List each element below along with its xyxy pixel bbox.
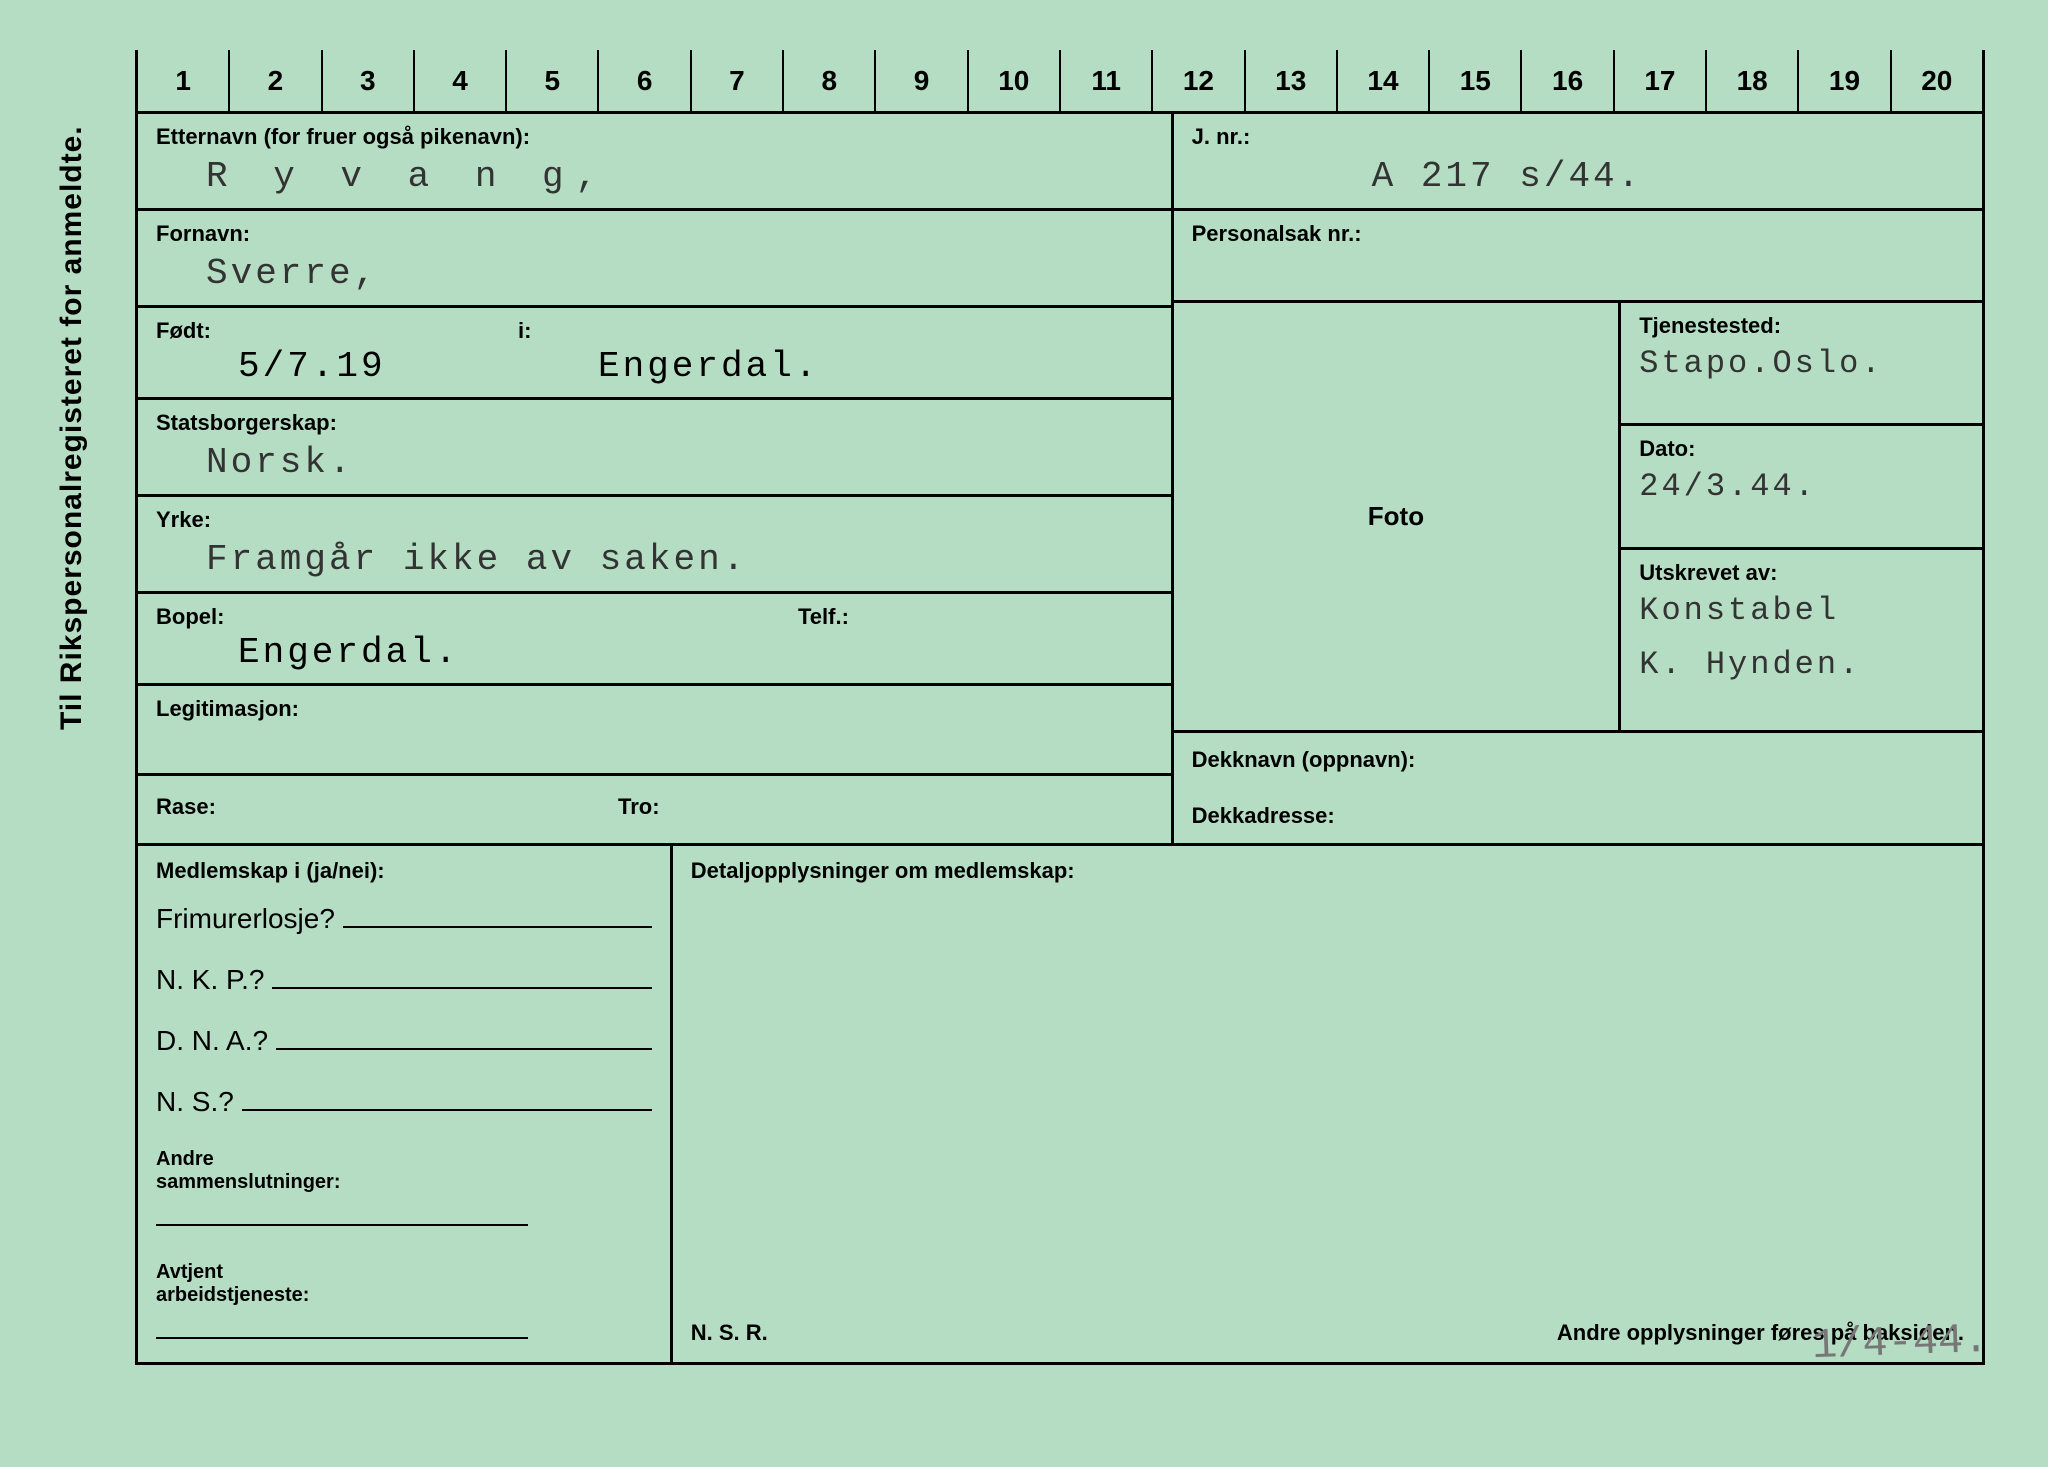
fodt-label: Født:: [156, 318, 211, 344]
handwritten-date: 1/4-44.: [1811, 1316, 1989, 1370]
fill-line: [242, 1085, 652, 1111]
jnr-field: J. nr.: A 217 s/44.: [1174, 114, 1982, 211]
avtjent-label: Avtjent arbeidstjeneste:: [156, 1261, 652, 1307]
ruler-cell: 6: [597, 50, 689, 111]
fodt-field: Født: i: 5/7.19 Engerdal.: [138, 308, 1171, 400]
statsborgerskap-value: Norsk.: [156, 442, 1153, 484]
statsborgerskap-label: Statsborgerskap:: [156, 410, 1153, 436]
medlemskap-label: Medlemskap i (ja/nei):: [156, 858, 652, 884]
ruler-cell: 3: [321, 50, 413, 111]
yrke-field: Yrke: Framgår ikke av saken.: [138, 497, 1171, 594]
andre-samm-label: Andre sammenslutninger:: [156, 1148, 652, 1194]
yrke-label: Yrke:: [156, 507, 1153, 533]
rase-label: Rase:: [156, 794, 216, 820]
ruler-cell: 9: [874, 50, 966, 111]
fornavn-field: Fornavn: Sverre,: [138, 211, 1171, 308]
foto-label: Foto: [1368, 501, 1424, 532]
ns-label: N. S.?: [156, 1086, 234, 1118]
utskrevet-label: Utskrevet av:: [1639, 560, 1964, 586]
ruler-cell: 11: [1059, 50, 1151, 111]
bopel-field: Bopel: Telf.: Engerdal.: [138, 594, 1171, 686]
dekknavn-label: Dekknavn (oppnavn):: [1192, 747, 1964, 773]
fill-line: [156, 1200, 528, 1226]
dekknavn-field: Dekknavn (oppnavn): Dekkadresse:: [1174, 733, 1982, 846]
right-info-stack: Tjenestested: Stapo.Oslo. Dato: 24/3.44.…: [1618, 303, 1982, 733]
ruler-cell: 1: [135, 50, 228, 111]
ruler-cell: 10: [967, 50, 1059, 111]
personalsak-label: Personalsak nr.:: [1192, 221, 1964, 247]
ruler-cell: 12: [1151, 50, 1243, 111]
statsborgerskap-field: Statsborgerskap: Norsk.: [138, 400, 1171, 497]
tro-label: Tro:: [618, 794, 660, 820]
right-column: J. nr.: A 217 s/44. Personalsak nr.: Fot…: [1171, 114, 1982, 846]
fill-line: [276, 1024, 652, 1050]
personalsak-field: Personalsak nr.:: [1174, 211, 1982, 303]
fill-line: [156, 1313, 528, 1339]
ruler-cell: 18: [1705, 50, 1797, 111]
legitimasjon-field: Legitimasjon:: [138, 686, 1171, 776]
membership-line: N. S.?: [156, 1085, 652, 1118]
ruler-cell: 14: [1336, 50, 1428, 111]
nkp-label: N. K. P.?: [156, 964, 264, 996]
etternavn-label: Etternavn (for fruer også pikenavn):: [156, 124, 1153, 150]
membership-line: D. N. A.?: [156, 1024, 652, 1057]
etternavn-field: Etternavn (for fruer også pikenavn): R y…: [138, 114, 1171, 211]
ruler-cell: 17: [1613, 50, 1705, 111]
frimurer-label: Frimurerlosje?: [156, 903, 335, 935]
ruler-cell: 15: [1428, 50, 1520, 111]
legitimasjon-label: Legitimasjon:: [156, 696, 1153, 722]
left-column: Etternavn (for fruer også pikenavn): R y…: [138, 114, 1171, 846]
utskrevet-value1: Konstabel: [1639, 592, 1964, 634]
dekkadresse-label: Dekkadresse:: [1192, 803, 1964, 829]
ruler-cell: 19: [1797, 50, 1889, 111]
fornavn-label: Fornavn:: [156, 221, 1153, 247]
fill-line: [272, 963, 651, 989]
detalj-label: Detaljopplysninger om medlemskap:: [691, 858, 1964, 884]
dato-value: 24/3.44.: [1639, 468, 1964, 510]
bopel-label: Bopel:: [156, 604, 224, 630]
jnr-value: A 217 s/44.: [1192, 156, 1964, 198]
fornavn-value: Sverre,: [156, 253, 1153, 295]
foto-box: Foto: [1174, 303, 1619, 733]
footer-nsr: N. S. R.: [691, 1320, 768, 1346]
fodt-value: 5/7.19: [238, 346, 386, 387]
jnr-label: J. nr.:: [1192, 124, 1964, 150]
ruler-cell: 7: [690, 50, 782, 111]
foto-row: Foto Tjenestested: Stapo.Oslo. Dato: 24/…: [1174, 303, 1982, 733]
detail-column: Detaljopplysninger om medlemskap: N. S. …: [673, 846, 1982, 1362]
rase-tro-field: Rase: Tro:: [138, 776, 1171, 846]
yrke-value: Framgår ikke av saken.: [156, 539, 1153, 581]
membership-line: N. K. P.?: [156, 963, 652, 996]
ruler-cell: 4: [413, 50, 505, 111]
i-label: i:: [518, 318, 531, 344]
ruler-cell: 16: [1520, 50, 1612, 111]
membership-column: Medlemskap i (ja/nei): Frimurerlosje? N.…: [138, 846, 673, 1362]
bopel-value: Engerdal.: [238, 632, 459, 673]
i-value: Engerdal.: [598, 346, 819, 387]
ruler-cell: 13: [1244, 50, 1336, 111]
ruler-cell: 8: [782, 50, 874, 111]
vertical-title: Til Rikspersonalregisteret for anmeldte.: [55, 125, 89, 730]
tjenestested-label: Tjenestested:: [1639, 313, 1964, 339]
number-ruler: 1 2 3 4 5 6 7 8 9 10 11 12 13 14 15 16 1…: [135, 50, 1985, 114]
utskrevet-field: Utskrevet av: Konstabel K. Hynden.: [1621, 550, 1982, 733]
main-grid: Etternavn (for fruer også pikenavn): R y…: [135, 114, 1985, 846]
ruler-cell: 5: [505, 50, 597, 111]
utskrevet-value2: K. Hynden.: [1639, 646, 1964, 688]
membership-line: Frimurerlosje?: [156, 902, 652, 935]
fill-line: [343, 902, 652, 928]
dato-field: Dato: 24/3.44.: [1621, 426, 1982, 549]
registration-card: 1 2 3 4 5 6 7 8 9 10 11 12 13 14 15 16 1…: [135, 50, 1985, 1365]
bottom-section: Medlemskap i (ja/nei): Frimurerlosje? N.…: [135, 846, 1985, 1365]
ruler-cell: 20: [1890, 50, 1985, 111]
etternavn-value: R y v a n g,: [156, 156, 1153, 198]
tjenestested-value: Stapo.Oslo.: [1639, 345, 1964, 387]
ruler-cell: 2: [228, 50, 320, 111]
dato-label: Dato:: [1639, 436, 1964, 462]
dna-label: D. N. A.?: [156, 1025, 268, 1057]
tjenestested-field: Tjenestested: Stapo.Oslo.: [1621, 303, 1982, 426]
telf-label: Telf.:: [798, 604, 849, 630]
